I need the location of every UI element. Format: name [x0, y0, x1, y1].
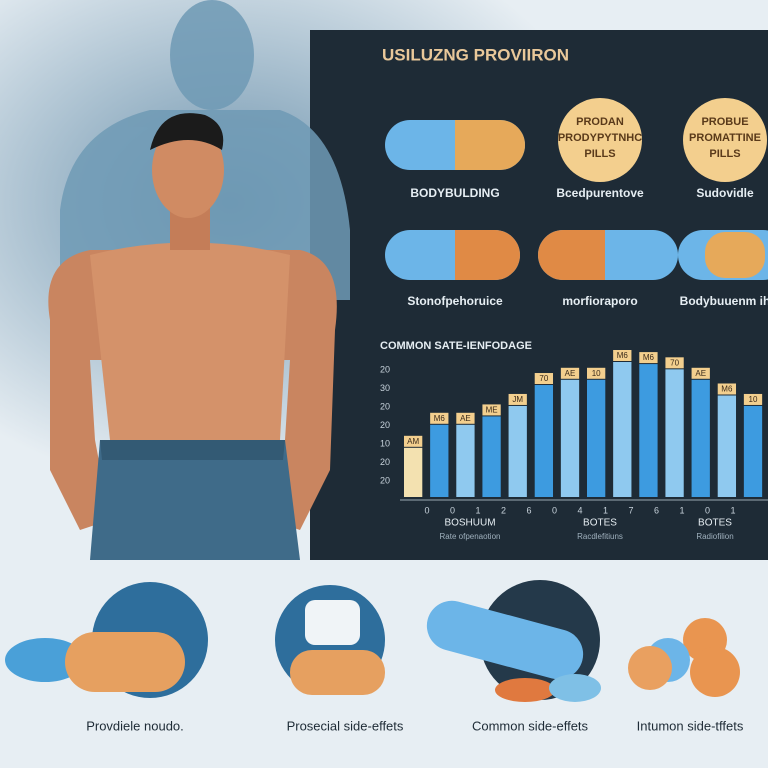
tag-box — [404, 435, 423, 447]
x-label: 0 — [450, 505, 455, 515]
bar — [743, 405, 763, 497]
x-label: 0 — [424, 505, 429, 515]
pill-label: Bcedpurentove — [556, 186, 644, 200]
bar-tag: M6 — [721, 385, 733, 394]
bar — [560, 379, 580, 497]
pill — [385, 120, 525, 170]
tag-box — [560, 367, 580, 379]
y-label: 20 — [380, 475, 390, 485]
bar — [587, 379, 606, 497]
bar-tag: AE — [460, 414, 471, 423]
group-note: Radiofilion — [696, 532, 733, 541]
bar — [691, 379, 710, 497]
tag-box — [482, 404, 501, 416]
x-label: 6 — [654, 505, 659, 515]
badge — [683, 98, 767, 182]
pill-label: Bodybuuenm ih — [680, 294, 768, 308]
x-label: 1 — [603, 505, 608, 515]
man-figure — [48, 113, 337, 560]
tag-box — [587, 367, 606, 379]
panel-title: USILUZNG PROVIIRON — [382, 45, 569, 64]
bar-tag: 70 — [539, 374, 548, 383]
tag-box — [717, 383, 737, 395]
x-label: 4 — [577, 505, 582, 515]
x-label: 7 — [628, 505, 633, 515]
group-label: BOSHUUM — [444, 518, 495, 529]
x-label: 0 — [552, 505, 557, 515]
x-label: 2 — [501, 505, 506, 515]
caption: Intumon side-tffets — [637, 718, 744, 733]
pill-icon — [426, 600, 601, 702]
bar — [404, 447, 423, 497]
tag-box — [665, 357, 684, 369]
bar-tag: ME — [486, 406, 498, 415]
pill-label: Sudovidle — [696, 186, 754, 200]
pill-label: BODYBULDING — [410, 186, 499, 200]
bar — [508, 405, 527, 497]
pill — [538, 230, 678, 280]
tag-box — [691, 367, 710, 379]
group-note: Racdlefitiuns — [577, 532, 623, 541]
badge-text: PILLS — [584, 148, 615, 160]
caption: Common side-effets — [472, 718, 589, 733]
caption: Provdiele noudo. — [86, 718, 184, 733]
pill-icon — [5, 632, 185, 692]
tag-box — [613, 350, 632, 361]
pill-icon — [628, 618, 740, 697]
caption: Prosecial side-effets — [287, 718, 404, 733]
x-label: 1 — [730, 505, 735, 515]
bar-tag: M6 — [643, 353, 655, 362]
pill-icon — [290, 600, 385, 695]
bar-tag: 70 — [670, 358, 679, 367]
bar-tag: AE — [695, 369, 706, 378]
bar — [717, 395, 737, 497]
bar-tag: 10 — [749, 395, 758, 404]
bar-tag: AM — [407, 437, 419, 446]
x-label: 1 — [475, 505, 480, 515]
y-label: 10 — [380, 438, 390, 448]
bar-tag: 10 — [592, 369, 601, 378]
pill-label: Stonofpehoruice — [407, 294, 503, 308]
x-label: 6 — [526, 505, 531, 515]
bar — [665, 369, 684, 497]
tag-box — [430, 412, 449, 424]
bar-tag: AE — [565, 369, 576, 378]
bar — [639, 364, 658, 497]
y-label: 30 — [380, 383, 390, 393]
y-label: 20 — [380, 364, 390, 374]
pill — [678, 230, 768, 280]
bar — [482, 416, 501, 497]
pill — [385, 230, 520, 280]
x-label: 1 — [679, 505, 684, 515]
bar-tag: M6 — [434, 414, 446, 423]
y-label: 20 — [380, 457, 390, 467]
group-label: BOTES — [583, 518, 617, 529]
bar — [613, 362, 632, 497]
badge-text: PROMATTINE — [689, 132, 761, 144]
chart-title: COMMON SATE-IENFODAGE — [380, 340, 532, 352]
pill-label: morfioraporo — [562, 294, 637, 308]
badge-text: PRODAN — [576, 116, 624, 128]
tag-box — [456, 412, 475, 424]
tag-box — [743, 393, 763, 405]
group-label: BOTES — [698, 518, 732, 529]
tag-box — [639, 352, 658, 364]
y-label: 20 — [380, 420, 390, 430]
tag-box — [534, 373, 554, 385]
bar-tag: M6 — [617, 351, 629, 360]
bar — [534, 385, 554, 497]
bar — [430, 424, 449, 497]
badge-text: PILLS — [709, 148, 740, 160]
x-label: 0 — [705, 505, 710, 515]
bar-tag: JM — [512, 395, 523, 404]
badge-text: PROBUE — [701, 116, 748, 128]
bar — [456, 424, 475, 497]
tag-box — [508, 393, 527, 405]
badge-text: PRODYPYTNHC — [558, 132, 642, 144]
y-label: 20 — [380, 401, 390, 411]
badge — [558, 98, 642, 182]
group-note: Rate ofpenaotion — [440, 532, 501, 541]
